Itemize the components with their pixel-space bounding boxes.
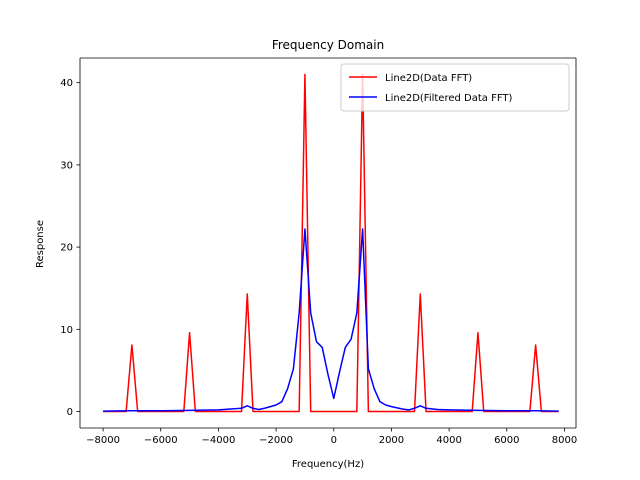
y-tick-label: 20 bbox=[60, 243, 73, 254]
plot-area bbox=[79, 57, 577, 429]
x-tick-label: −8000 bbox=[86, 435, 120, 446]
plot-background bbox=[80, 58, 576, 428]
x-tick-label: 2000 bbox=[379, 435, 404, 446]
legend-label: Line2D(Filtered Data FFT) bbox=[385, 93, 513, 104]
x-tick-label: 8000 bbox=[552, 435, 577, 446]
x-tick-label: 0 bbox=[331, 435, 337, 446]
x-tick-label: −2000 bbox=[259, 435, 293, 446]
legend-label: Line2D(Data FFT) bbox=[385, 73, 472, 84]
x-tick-label: 4000 bbox=[436, 435, 461, 446]
y-tick-label: 10 bbox=[60, 325, 73, 336]
y-tick-label: 0 bbox=[67, 407, 73, 418]
y-tick-label: 30 bbox=[60, 160, 73, 171]
x-axis-label: Frequency(Hz) bbox=[292, 459, 364, 470]
series-line-filtered-data-fft bbox=[103, 228, 559, 412]
x-tick-label: 6000 bbox=[494, 435, 519, 446]
x-tick-label: −4000 bbox=[202, 435, 236, 446]
chart-title: Frequency Domain bbox=[272, 38, 384, 52]
y-tick-label: 40 bbox=[60, 78, 73, 89]
legend: Line2D(Data FFT) Line2D(Filtered Data FFT… bbox=[340, 63, 570, 112]
legend-box bbox=[340, 63, 570, 112]
series-line-data-fft bbox=[103, 73, 559, 413]
x-tick-label: −6000 bbox=[144, 435, 178, 446]
y-axis-label: Response bbox=[35, 220, 46, 268]
